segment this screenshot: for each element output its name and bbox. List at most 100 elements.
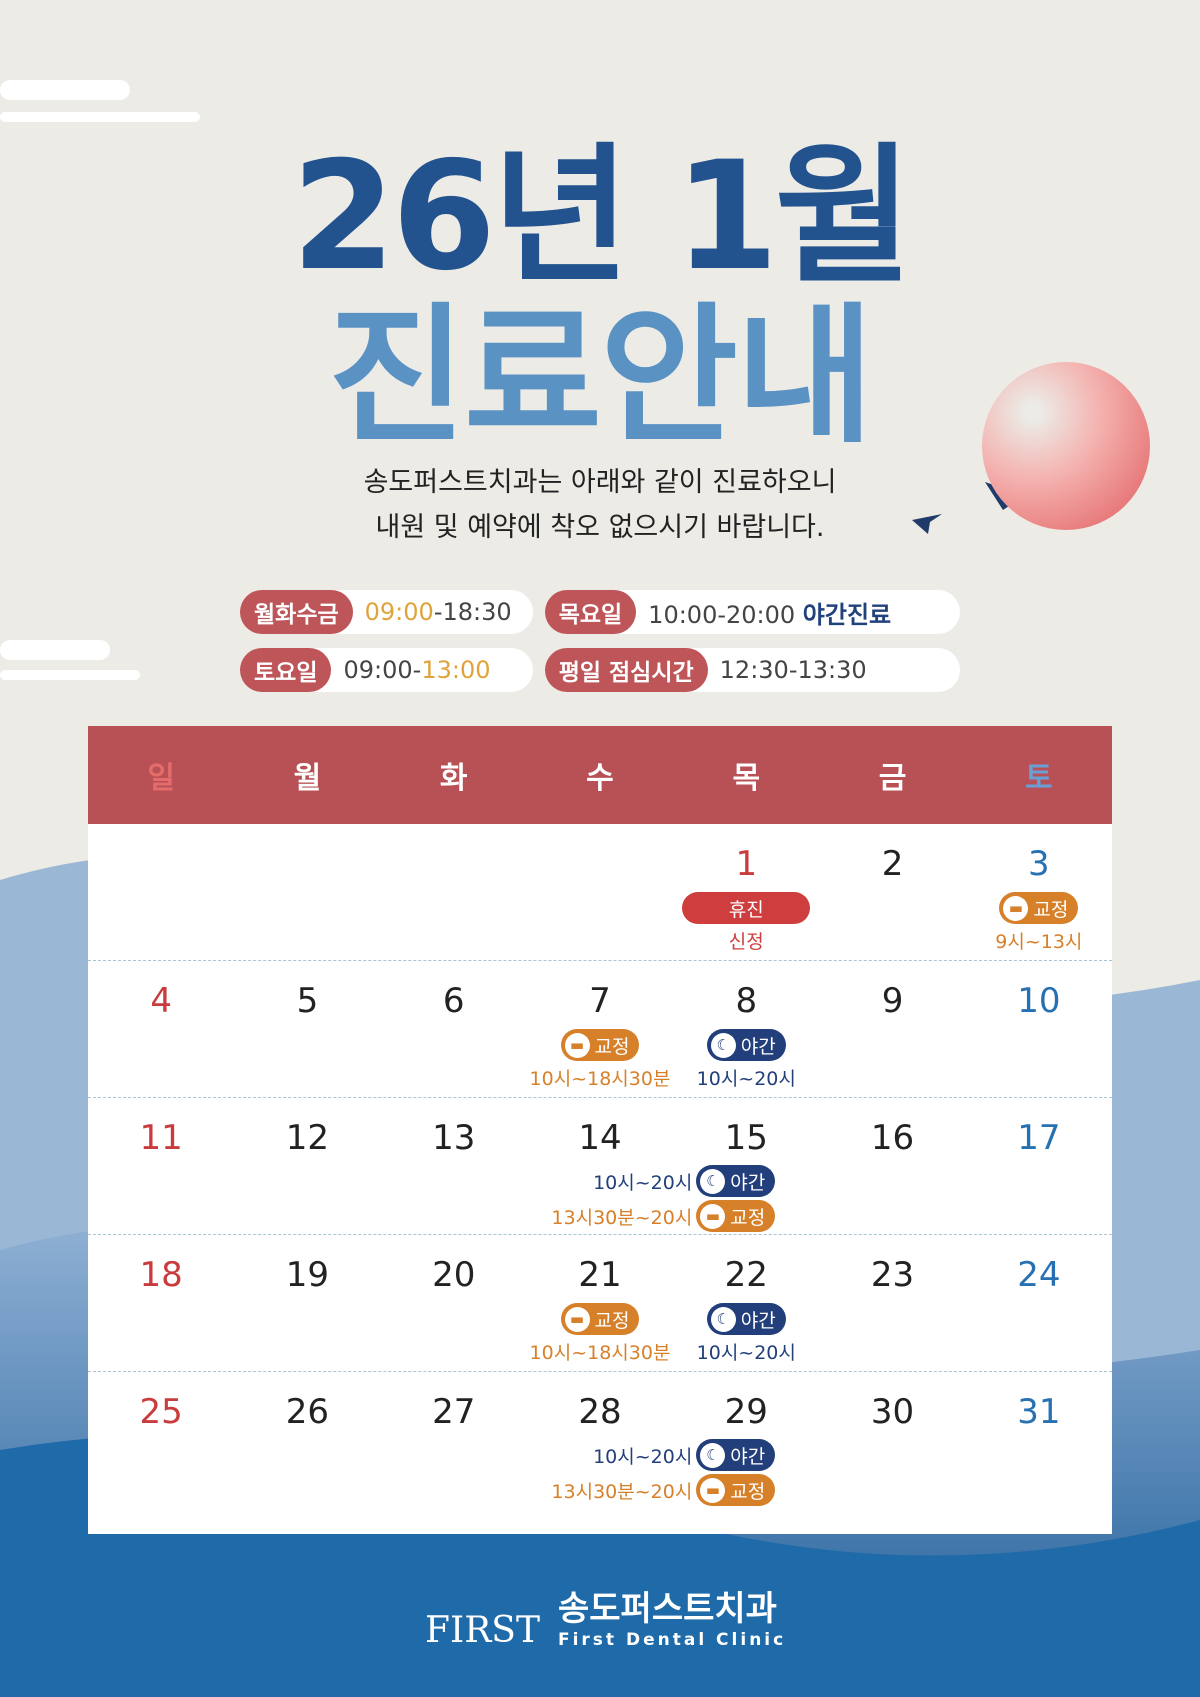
- day-number: 12: [285, 1118, 330, 1158]
- night-badge: ☾ 야간: [706, 1029, 786, 1061]
- calendar-day-cell: 26: [234, 1372, 380, 1509]
- hours-value-part: 12:30-13:30: [719, 656, 867, 684]
- calendar-day-cell: 31: [966, 1372, 1112, 1509]
- calendar-day-cell: 11: [88, 1098, 234, 1234]
- calendar-day-cell: 13: [381, 1098, 527, 1234]
- day-number: 19: [285, 1255, 330, 1295]
- calendar-day-cell: 18: [88, 1235, 234, 1371]
- calendar-day-cell: 24: [966, 1235, 1112, 1371]
- calendar-day-cell: 15 10시~20시 ☾ 야간 13시30분~20시 ▬ 교정: [551, 1098, 819, 1234]
- night-badge: ☾ 야간: [696, 1165, 776, 1197]
- schedule-time: 9시~13시: [995, 931, 1083, 953]
- calendar-day-cell: 4: [88, 961, 234, 1097]
- schedule-line: 10시~20시 ☾ 야간: [519, 1165, 819, 1197]
- badge-label: 야간: [730, 1171, 766, 1194]
- day-number: 29: [724, 1392, 768, 1432]
- calendar-day-cell: 21 ▬ 교정 10시~18시30분: [527, 1235, 673, 1371]
- braces-icon: ▬: [700, 1477, 726, 1503]
- day-number: 9: [881, 981, 904, 1021]
- day-number: 16: [870, 1118, 915, 1158]
- calendar-day-cell: [381, 824, 527, 960]
- hours-value-part: 10:00-20:00: [648, 600, 803, 629]
- closed-badge: 휴진: [682, 892, 811, 924]
- day-number: 13: [432, 1118, 476, 1158]
- day-number: 17: [1017, 1118, 1061, 1158]
- calendar-day-cell: 9: [819, 961, 965, 1097]
- calendar-day-cell: 27: [381, 1372, 527, 1509]
- day-number: 24: [1017, 1255, 1061, 1295]
- badge-label: 야간: [740, 1309, 776, 1332]
- ortho-badge: ▬ 교정: [696, 1200, 776, 1232]
- calendar-day-cell: 28: [527, 1372, 673, 1509]
- hours-pill: 토요일 09:00-13:00: [240, 648, 533, 692]
- night-badge: ☾ 야간: [696, 1439, 776, 1471]
- ortho-badge: ▬ 교정: [999, 892, 1079, 924]
- badge-label: 교정: [730, 1480, 766, 1503]
- braces-icon: ▬: [700, 1203, 726, 1229]
- schedule-time: 13시30분~20시: [551, 1206, 693, 1229]
- calendar-week: 11 12 13 14 15 10시~20시 ☾ 야간 13시30분~20시 ▬ 교정 16 17: [88, 1098, 1112, 1235]
- hours-value: 12:30-13:30: [708, 656, 879, 684]
- hours-row: 토요일 09:00-13:00 평일 점심시간 12:30-13:30: [240, 648, 960, 692]
- badge-label: 교정: [1033, 898, 1069, 921]
- moon-icon: ☾: [700, 1442, 726, 1468]
- schedule-time: 10시~18시30분: [529, 1342, 671, 1364]
- calendar-day-cell: 7 ▬ 교정 10시~18시30분: [527, 961, 673, 1097]
- calendar-day-cell: 1 휴진 신정: [673, 824, 819, 960]
- hours-label: 평일 점심시간: [544, 648, 708, 692]
- day-number: 1: [735, 844, 758, 884]
- moon-icon: ☾: [700, 1168, 726, 1194]
- day-number: 30: [870, 1392, 915, 1432]
- calendar-day-cell: [88, 824, 234, 960]
- hours-value-part: 13:00: [421, 656, 491, 684]
- calendar-week: 1 휴진 신정 2 3 ▬ 교정 9시~13시: [88, 824, 1112, 961]
- hours-value-part: 09:00-: [343, 656, 422, 684]
- schedule-time: 10시~20시: [593, 1445, 693, 1468]
- night-badge: ☾ 야간: [706, 1303, 786, 1335]
- schedule-line: 13시30분~20시 ▬ 교정: [519, 1474, 819, 1506]
- hours-value: 09:00-13:00: [331, 656, 502, 684]
- hours-label: 목요일: [544, 590, 637, 634]
- hours-value: 09:00-18:30: [353, 598, 524, 626]
- day-number: 4: [150, 981, 172, 1021]
- sun-decoration: [982, 362, 1150, 530]
- moon-icon: ☾: [710, 1306, 736, 1332]
- badge-label: 휴진: [728, 898, 764, 921]
- day-number: 6: [442, 981, 465, 1021]
- calendar-day-cell: [234, 824, 380, 960]
- hours-value-part: 야간진료: [802, 600, 892, 629]
- day-number: 27: [432, 1392, 476, 1432]
- moon-icon: ☾: [710, 1032, 736, 1058]
- clinic-name: 송도퍼스트치과: [557, 1589, 777, 1629]
- hours-pill: 월화수금 09:00-18:30: [240, 590, 533, 634]
- calendar-day-cell: 30: [819, 1372, 965, 1509]
- day-number: 5: [296, 981, 319, 1021]
- notice-text: 송도퍼스트치과는 아래와 같이 진료하오니 내원 및 예약에 착오 없으시기 바…: [0, 460, 1200, 550]
- calendar-day-cell: 25: [88, 1372, 234, 1509]
- calendar-day-cell: 12: [234, 1098, 380, 1234]
- hours-value-part: -18:30: [433, 598, 512, 626]
- weekday-2: 화: [439, 761, 468, 796]
- calendar-week: 25 26 27 28 29 10시~20시 ☾ 야간 13시30분~20시 ▬ 교정 30 31: [88, 1372, 1112, 1509]
- weekday-4: 목: [732, 761, 761, 796]
- day-number: 15: [724, 1118, 768, 1158]
- calendar-day-cell: 6: [381, 961, 527, 1097]
- calendar-day-cell: 8 ☾ 야간 10시~20시: [673, 961, 819, 1097]
- schedule-time: 10시~18시30분: [529, 1068, 671, 1090]
- page-subtitle-title: 진료안내: [327, 290, 874, 464]
- day-number: 11: [139, 1118, 183, 1158]
- braces-icon: ▬: [1003, 895, 1029, 921]
- day-number: 3: [1028, 844, 1050, 884]
- calendar-day-cell: [527, 824, 673, 960]
- schedule-line: 10시~20시 ☾ 야간: [519, 1439, 819, 1471]
- day-number: 14: [578, 1118, 622, 1158]
- day-number: 28: [578, 1392, 622, 1432]
- calendar-day-cell: 16: [819, 1098, 965, 1234]
- day-number: 23: [870, 1255, 915, 1295]
- ortho-badge: ▬ 교정: [696, 1474, 776, 1506]
- logo-first: FIRST: [425, 1610, 540, 1651]
- calendar-week: 4 5 6 7 ▬ 교정 10시~18시30분 8 ☾ 야간 10시~20시 9 10: [88, 961, 1112, 1098]
- hours-pill: 평일 점심시간 12:30-13:30: [544, 648, 960, 692]
